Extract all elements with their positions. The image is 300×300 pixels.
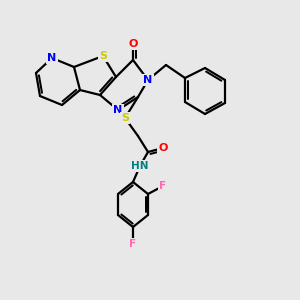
- Text: O: O: [128, 39, 138, 49]
- Text: O: O: [158, 143, 168, 153]
- Text: N: N: [113, 105, 123, 115]
- Text: N: N: [47, 53, 57, 63]
- Text: HN: HN: [131, 161, 149, 171]
- Text: F: F: [129, 239, 137, 249]
- Text: S: S: [121, 113, 129, 123]
- Text: S: S: [99, 51, 107, 61]
- Text: F: F: [159, 181, 167, 191]
- Text: N: N: [143, 75, 153, 85]
